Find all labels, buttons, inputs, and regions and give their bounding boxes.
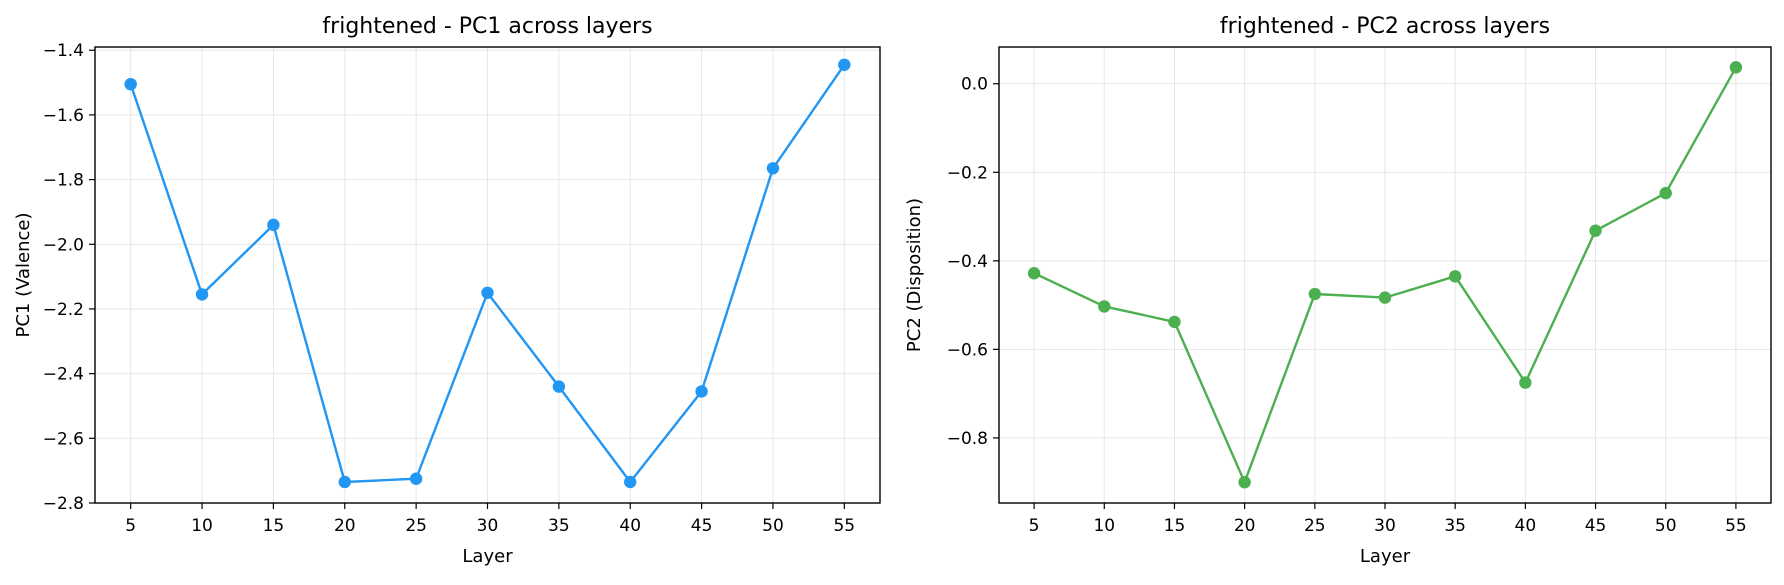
data-point [624,475,637,489]
x-tick-label: 30 [477,516,499,536]
y-tick-label: −0.6 [947,340,988,360]
y-tick-label: 0.0 [961,75,988,95]
data-point [481,286,494,299]
data-point [338,475,351,489]
x-tick-label: 20 [334,516,356,536]
y-tick-label: −2.2 [43,300,84,320]
y-tick-label: −2.0 [43,235,84,255]
y-axis-label-pc2: PC2 (Disposition) [904,198,925,352]
x-tick-label: 55 [1725,516,1747,536]
grid-pc2 [999,47,1771,503]
x-tick-label: 15 [263,516,285,536]
data-point [1098,300,1111,313]
data-point [1308,287,1322,301]
chart-title-pc2: frightened - PC2 across layers [1220,14,1550,39]
data-point [267,218,280,232]
data-point [1448,270,1462,283]
data-point [1378,291,1392,304]
y-tick-label: −0.4 [947,252,988,272]
x-tick-label: 55 [833,516,855,536]
x-tick-label: 50 [1655,516,1677,536]
y-axis-label-pc1: PC1 (Valence) [13,212,34,337]
x-tick-label: 15 [1164,516,1186,536]
y-tick-label: −2.4 [43,365,84,385]
x-tick-label: 25 [405,516,427,536]
x-tick-label: 35 [548,516,570,536]
data-point [1027,267,1041,280]
x-tick-label: 45 [691,516,713,536]
x-tick-label: 25 [1304,516,1326,536]
y-tick-label: −1.6 [43,106,84,126]
x-axis-label-pc1: Layer [462,546,513,567]
data-point [838,58,851,71]
data-point [1168,315,1181,329]
ticks-pc1: 5 10 15 20 25 30 35 40 45 50 55 −2.8 −2.6 −2.4 −2.2 −2.… [43,41,855,536]
chart-pc2: 5 10 15 20 25 30 35 40 45 50 55 −0.8 −0.6 −0.4 −0.2 0.0… [904,14,1772,567]
y-tick-label: −0.8 [947,429,988,449]
x-tick-label: 10 [191,516,213,536]
x-axis-label-pc2: Layer [1360,546,1411,567]
data-point [1238,475,1251,489]
y-tick-label: −1.4 [43,41,84,61]
x-tick-label: 10 [1093,516,1115,536]
x-tick-label: 35 [1444,516,1466,536]
x-tick-label: 40 [1515,516,1537,536]
data-point [552,380,566,393]
x-tick-label: 45 [1585,516,1607,536]
data-point [124,77,137,91]
x-tick-label: 5 [1029,516,1040,536]
data-point [1589,224,1602,237]
ticks-pc2: 5 10 15 20 25 30 35 40 45 50 55 −0.8 −0.6 −0.4 −0.2 0.0 [947,75,1747,536]
data-point [766,162,780,175]
chart-pc1: 5 10 15 20 25 30 35 40 45 50 55 −2.8 −2.6 −2.4 −2.2 −2.… [13,14,881,567]
data-point [409,472,423,485]
x-tick-label: 5 [125,516,136,536]
y-tick-label: −2.8 [43,494,84,514]
data-point [1659,186,1672,200]
y-tick-label: −1.8 [43,171,84,191]
data-point [695,385,708,398]
x-tick-label: 40 [619,516,641,536]
chart-title-pc1: frightened - PC1 across layers [322,14,652,39]
x-tick-label: 50 [762,516,784,536]
x-tick-label: 20 [1234,516,1256,536]
data-point [1729,61,1743,74]
y-tick-label: −0.2 [947,163,988,183]
y-tick-label: −2.6 [43,429,84,449]
grid-pc1 [95,47,880,504]
series-pc2 [1027,61,1743,489]
data-point [1519,376,1532,389]
series-pc1 [124,58,851,489]
x-tick-label: 30 [1374,516,1396,536]
data-point [195,288,209,301]
